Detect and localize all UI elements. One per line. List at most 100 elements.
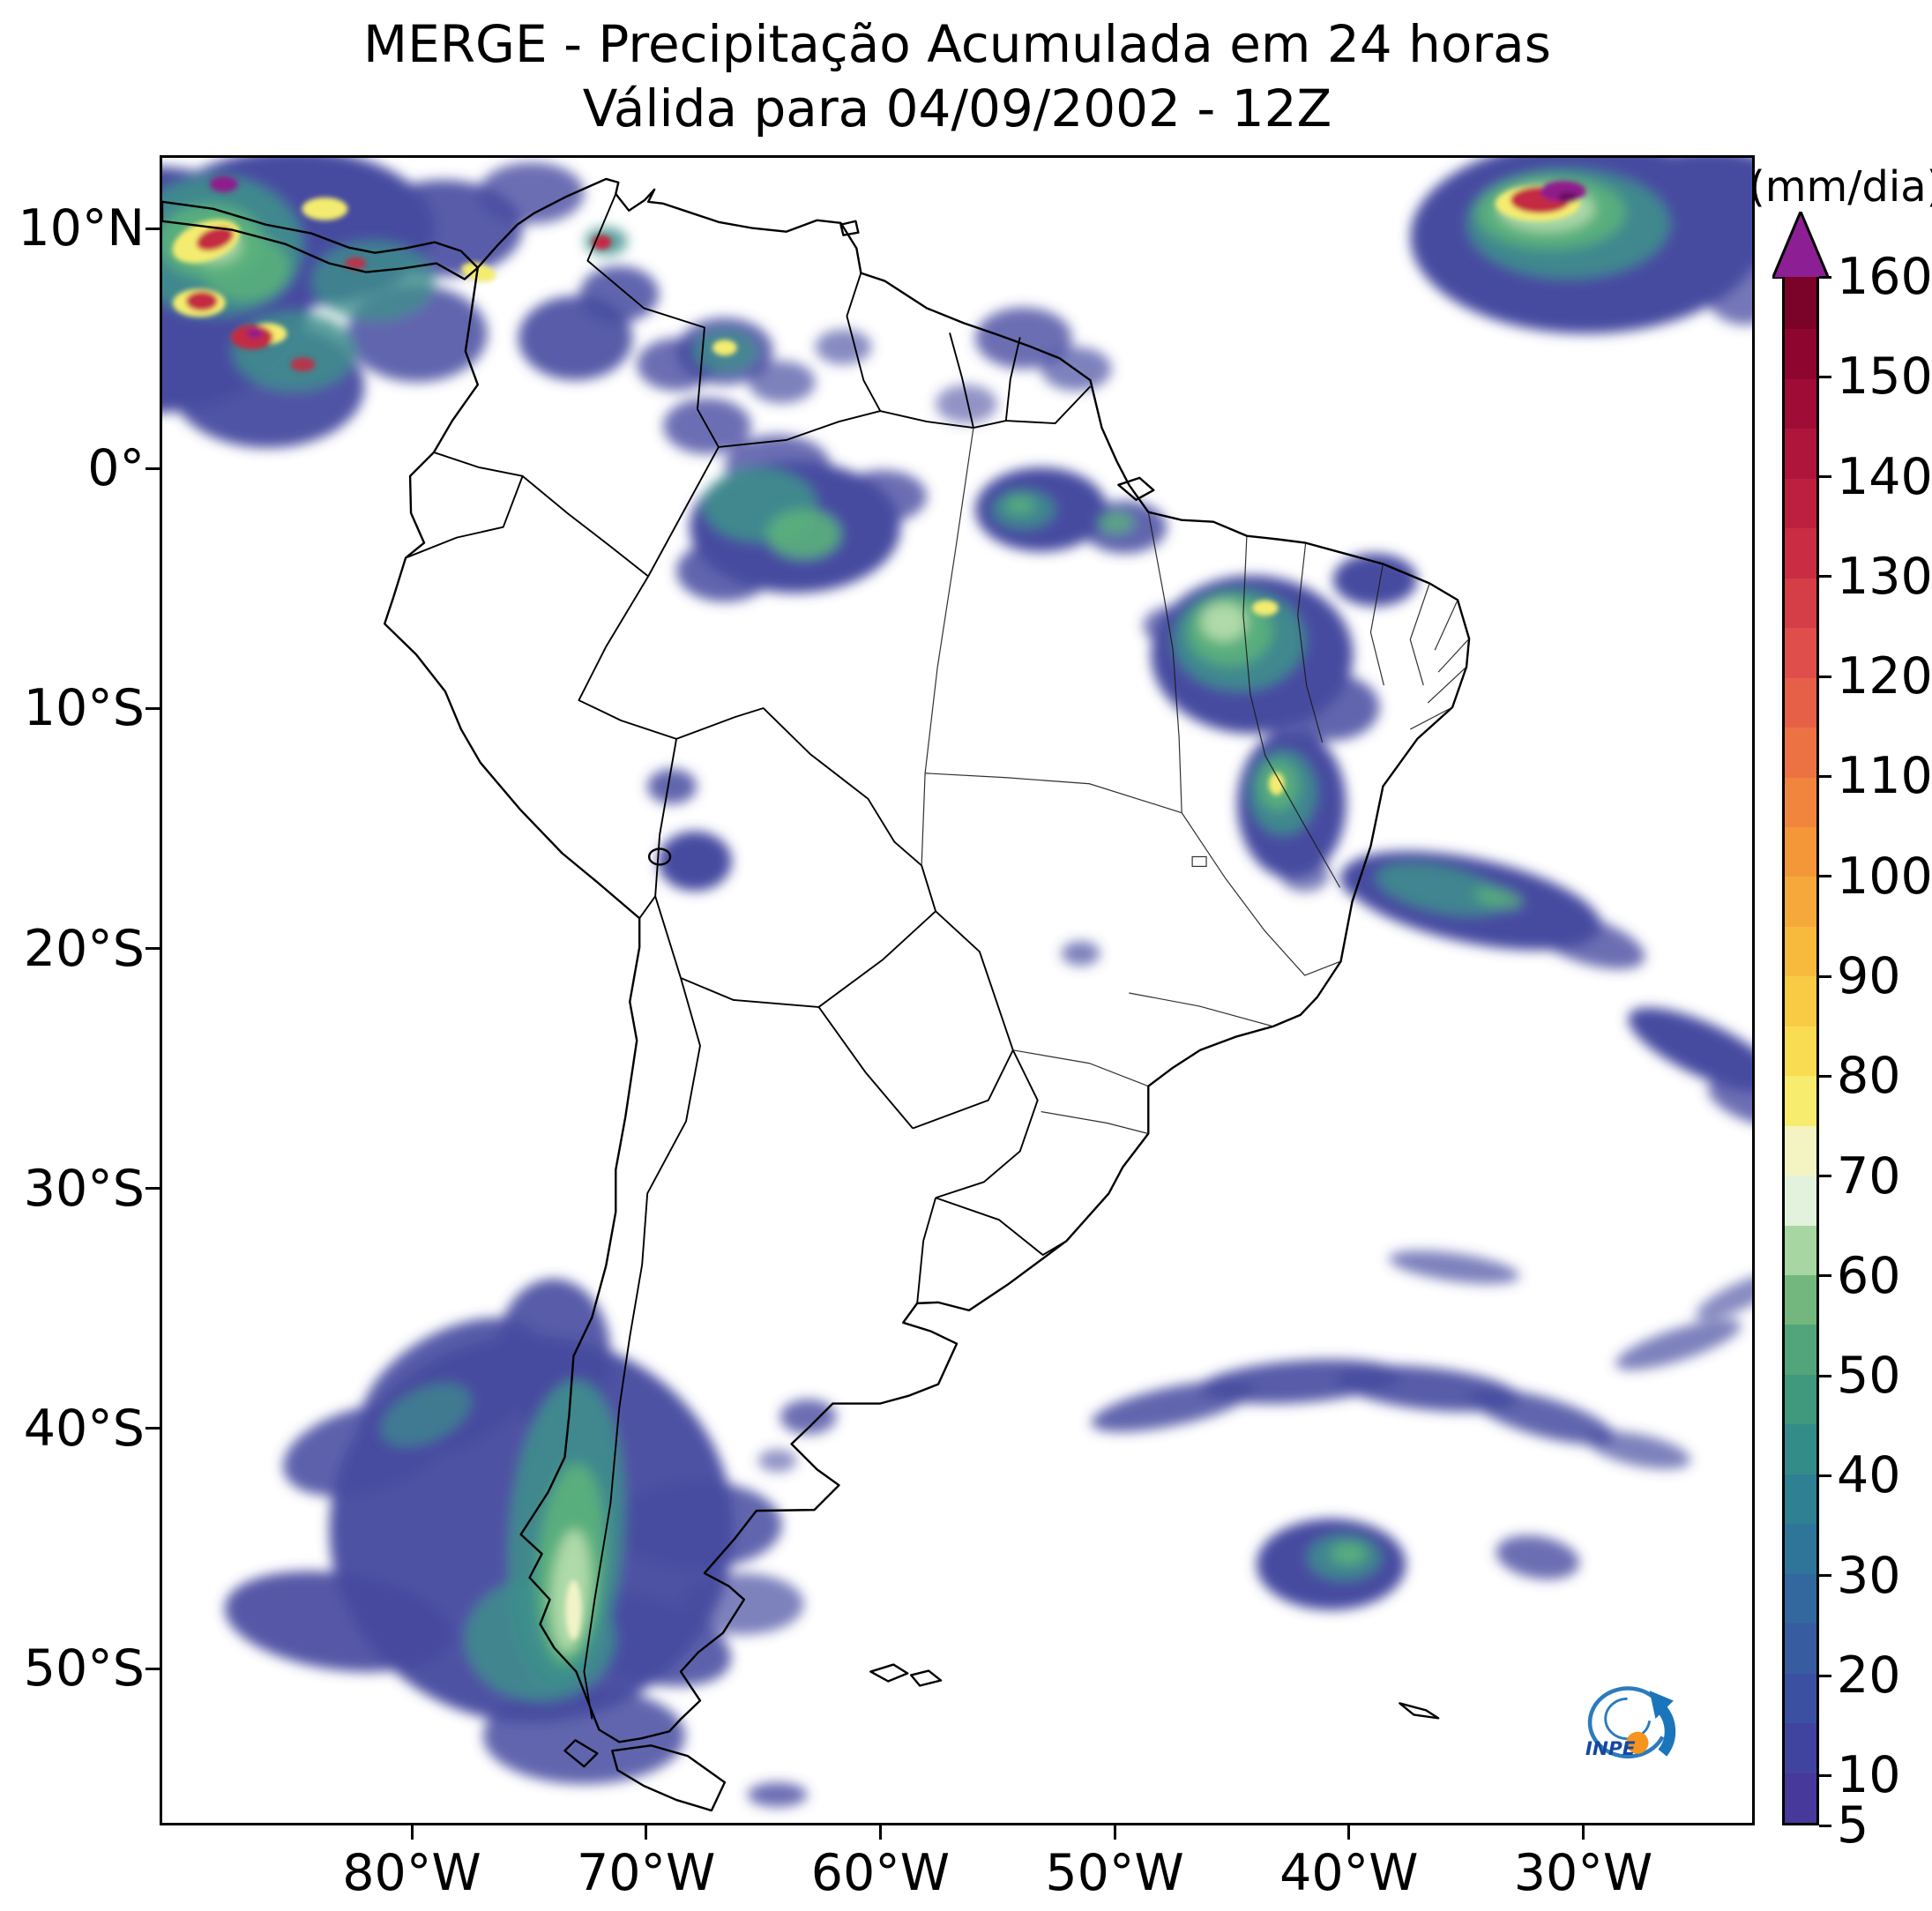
lat-tick-label: 10°N bbox=[18, 199, 145, 258]
lon-tick-label: 60°W bbox=[810, 1844, 951, 1902]
lon-tick-mark bbox=[1347, 1825, 1351, 1840]
lon-tick-label: 50°W bbox=[1045, 1844, 1184, 1902]
colorbar-tick-label: 70 bbox=[1837, 1146, 1901, 1206]
chart-title: MERGE - Precipitação Acumulada em 24 hor… bbox=[160, 12, 1755, 141]
chart-title-line1: MERGE - Precipitação Acumulada em 24 hor… bbox=[363, 14, 1551, 74]
lon-tick-mark bbox=[645, 1825, 648, 1840]
colorbar-band bbox=[1785, 1024, 1816, 1077]
colorbar-band bbox=[1785, 1472, 1816, 1525]
colorbar-tick-mark bbox=[1819, 1474, 1831, 1477]
colorbar-tick-mark bbox=[1819, 1374, 1831, 1377]
south-atlantic-islet bbox=[1399, 1702, 1440, 1720]
colorbar-tick-mark bbox=[1819, 875, 1831, 878]
colorbar-tick-label: 90 bbox=[1837, 947, 1901, 1006]
map-svg bbox=[162, 158, 1752, 1812]
colorbar-band bbox=[1785, 625, 1816, 678]
colorbar-band bbox=[1785, 277, 1816, 330]
lat-tick-mark bbox=[145, 947, 160, 950]
tierra-del-fuego bbox=[611, 1744, 727, 1812]
marajo-island bbox=[1117, 476, 1155, 501]
colorbar-tick-mark bbox=[1819, 1773, 1831, 1777]
colorbar-tick-label: 160 bbox=[1837, 248, 1932, 306]
lat-tick-mark bbox=[145, 1187, 160, 1191]
lat-tick-mark bbox=[145, 1427, 160, 1430]
chart-title-line2: Válida para 04/09/2002 - 12Z bbox=[582, 78, 1332, 139]
colorbar-band bbox=[1785, 825, 1816, 877]
colorbar-tick-mark bbox=[1819, 1074, 1831, 1078]
colorbar-band bbox=[1785, 1521, 1816, 1574]
colorbar-tick-mark bbox=[1819, 774, 1831, 778]
colorbar-tick-mark bbox=[1819, 974, 1831, 978]
colorbar-band bbox=[1785, 725, 1816, 778]
logo-orange-sphere bbox=[1626, 1731, 1649, 1754]
lat-tick-mark bbox=[145, 227, 160, 230]
colorbar-tick-label: 140 bbox=[1837, 447, 1932, 506]
colorbar-band bbox=[1785, 1123, 1816, 1176]
precipitation-overlay bbox=[162, 158, 1752, 1808]
trinidad-island bbox=[839, 220, 860, 236]
colorbar-band bbox=[1785, 974, 1816, 1026]
colorbar-tick-label: 20 bbox=[1837, 1646, 1901, 1706]
colorbar-band bbox=[1785, 1422, 1816, 1474]
precipitation-intense-cores bbox=[172, 175, 1586, 1640]
colorbar-tick-label: 120 bbox=[1837, 647, 1932, 706]
colorbar-band bbox=[1785, 1571, 1816, 1624]
colorbar-band bbox=[1785, 1721, 1816, 1773]
lat-tick-label: 50°S bbox=[23, 1639, 145, 1698]
coastlines bbox=[162, 177, 1471, 1812]
falkland-islands bbox=[869, 1663, 943, 1687]
colorbar-unit-label: (mm/dia) bbox=[1749, 162, 1932, 212]
colorbar-band bbox=[1785, 676, 1816, 728]
colorbar-band bbox=[1785, 1273, 1816, 1325]
lon-tick-label: 40°W bbox=[1279, 1844, 1419, 1902]
colorbar-extend-arrow bbox=[1772, 212, 1829, 279]
colorbar-tick-label: 150 bbox=[1837, 347, 1932, 407]
colorbar-tick-mark bbox=[1819, 1824, 1831, 1827]
colorbar-tick-mark bbox=[1819, 1274, 1831, 1278]
logo-text: INPE bbox=[1585, 1738, 1636, 1760]
colorbar-tick-label: 50 bbox=[1837, 1347, 1901, 1406]
colorbar-band bbox=[1785, 1770, 1816, 1823]
colorbar-band bbox=[1785, 1671, 1816, 1724]
colorbar-tick-label: 60 bbox=[1837, 1246, 1901, 1305]
lon-tick-mark bbox=[1582, 1825, 1585, 1840]
colorbar-bar bbox=[1782, 277, 1819, 1825]
inpe-logo: INPE bbox=[1585, 1686, 1676, 1760]
country-borders bbox=[405, 193, 1092, 1720]
colorbar-tick-mark bbox=[1819, 375, 1831, 378]
lon-tick-label: 30°W bbox=[1513, 1844, 1653, 1902]
state-borders bbox=[921, 427, 1470, 1135]
colorbar-band bbox=[1785, 326, 1816, 379]
colorbar-band bbox=[1785, 426, 1816, 479]
colorbar-tick-mark bbox=[1819, 675, 1831, 678]
colorbar-tick-label: 10 bbox=[1837, 1746, 1901, 1805]
lon-tick-mark bbox=[410, 1825, 414, 1840]
colorbar-band bbox=[1785, 476, 1816, 529]
colorbar-tick-label: 80 bbox=[1837, 1047, 1901, 1106]
colorbar-band bbox=[1785, 1222, 1816, 1276]
lat-tick-label: 0° bbox=[87, 439, 145, 498]
colorbar-band bbox=[1785, 526, 1816, 579]
colorbar-tick-mark bbox=[1819, 1674, 1831, 1677]
lat-tick-label: 40°S bbox=[23, 1399, 145, 1458]
lon-tick-label: 80°W bbox=[342, 1844, 481, 1902]
colorbar-tick-mark bbox=[1819, 1574, 1831, 1578]
lon-tick-mark bbox=[1113, 1825, 1116, 1840]
lon-tick-mark bbox=[878, 1825, 882, 1840]
colorbar-tick-mark bbox=[1819, 1175, 1831, 1178]
colorbar-band bbox=[1785, 1073, 1816, 1126]
colorbar-tick-label: 100 bbox=[1837, 847, 1932, 906]
colorbar-tick-label: 130 bbox=[1837, 547, 1932, 606]
colorbar-tick-label: 30 bbox=[1837, 1546, 1901, 1605]
lat-tick-label: 20°S bbox=[23, 919, 145, 978]
colorbar-band bbox=[1785, 1173, 1816, 1226]
colorbar-band bbox=[1785, 924, 1816, 977]
logo-arrow-head bbox=[1649, 1691, 1674, 1719]
lake-titicaca bbox=[647, 847, 672, 866]
south-america-coastline bbox=[383, 177, 1471, 1743]
colorbar-band bbox=[1785, 1621, 1816, 1674]
lat-tick-mark bbox=[145, 706, 160, 710]
colorbar-tick-label: 40 bbox=[1837, 1446, 1901, 1505]
colorbar-band bbox=[1785, 1322, 1816, 1375]
